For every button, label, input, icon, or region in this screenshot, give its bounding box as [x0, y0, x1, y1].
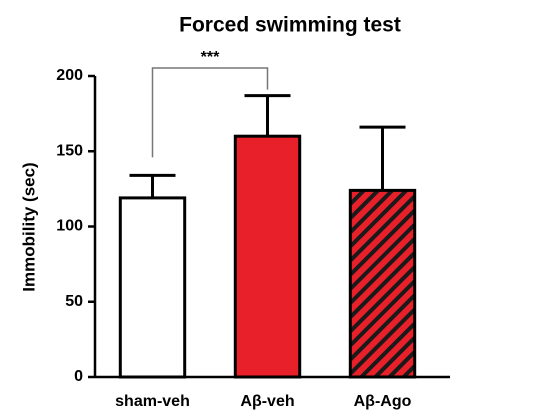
- y-tick-label: 100: [56, 218, 83, 235]
- y-tick-label: 50: [65, 293, 83, 310]
- y-tick-label: 200: [56, 67, 83, 84]
- y-tick-label: 0: [74, 368, 83, 385]
- bar: [233, 134, 302, 379]
- bar: [118, 196, 187, 379]
- bar: [348, 188, 417, 379]
- significance-bracket: [151, 67, 269, 158]
- x-tick-label: Aβ-veh: [240, 393, 294, 410]
- chart-title: Forced swimming test: [179, 14, 401, 37]
- y-axis-label: Immobility (sec): [19, 162, 38, 291]
- x-tick-label: sham-veh: [115, 393, 190, 410]
- x-tick-label: Aβ-Ago: [354, 393, 412, 410]
- significance-label: ***: [201, 49, 220, 66]
- y-tick-label: 150: [56, 142, 83, 159]
